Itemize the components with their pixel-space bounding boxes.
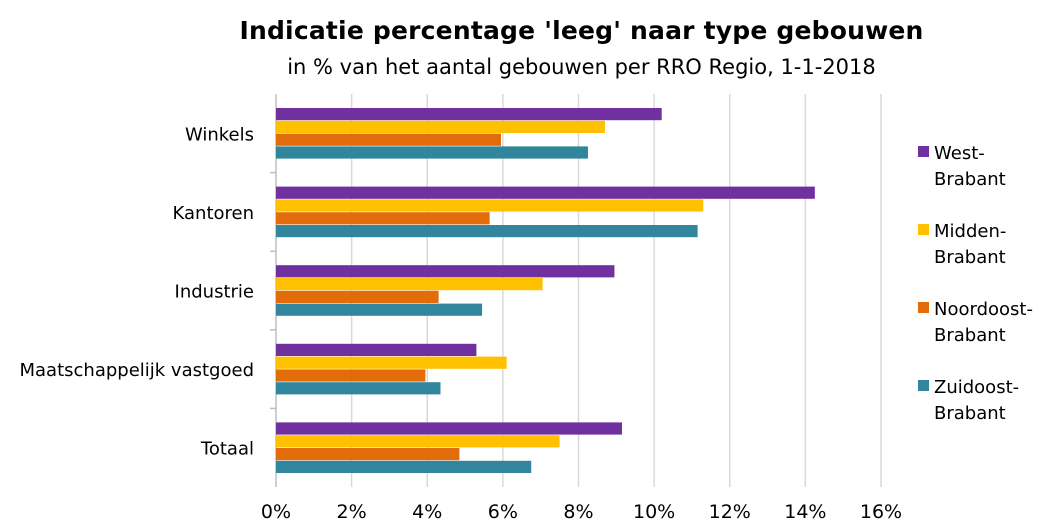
category-label: Kantoren	[173, 203, 254, 224]
bar	[276, 356, 507, 369]
bar	[276, 422, 622, 435]
bar	[276, 199, 704, 212]
bar	[276, 146, 588, 159]
category-label: Industrie	[175, 282, 254, 303]
legend-swatch	[918, 302, 929, 313]
legend-label: West-	[934, 143, 985, 164]
x-tick-label: 8%	[563, 501, 593, 523]
category-label: Winkels	[185, 124, 254, 145]
bar	[276, 435, 560, 448]
bar	[276, 186, 815, 199]
chart-subtitle: in % van het aantal gebouwen per RRO Reg…	[287, 55, 876, 79]
bar	[276, 278, 543, 291]
bar	[276, 120, 605, 133]
bar	[276, 369, 426, 382]
bar	[276, 303, 483, 316]
bar	[276, 212, 490, 225]
x-tick-label: 16%	[860, 501, 902, 523]
legend-label: Noordoost-	[934, 299, 1033, 320]
bar	[276, 133, 501, 146]
bar	[276, 382, 441, 395]
legend-label: Midden-	[934, 221, 1006, 242]
x-tick-label: 4%	[412, 501, 442, 523]
x-tick-label: 0%	[261, 501, 291, 523]
legend-label: Brabant	[934, 403, 1006, 424]
x-tick-label: 12%	[709, 501, 751, 523]
legend-label: Brabant	[934, 247, 1006, 268]
bar	[276, 343, 477, 356]
chart-title: Indicatie percentage 'leeg' naar type ge…	[239, 16, 924, 45]
legend-swatch	[918, 380, 929, 391]
x-tick-label: 10%	[633, 501, 675, 523]
bar	[276, 290, 439, 303]
bar	[276, 225, 698, 238]
legend-swatch	[918, 146, 929, 157]
legend-label: Brabant	[934, 325, 1006, 346]
category-label: Maatschappelijk vastgoed	[20, 360, 255, 381]
bar	[276, 108, 662, 121]
bar	[276, 265, 615, 278]
x-tick-label: 14%	[784, 501, 826, 523]
legend-swatch	[918, 224, 929, 235]
legend-label: Brabant	[934, 169, 1006, 190]
legend-label: Zuidoost-	[934, 377, 1019, 398]
x-tick-label: 6%	[488, 501, 518, 523]
category-label: Totaal	[200, 439, 254, 460]
x-tick-label: 2%	[337, 501, 367, 523]
bar	[276, 448, 460, 461]
bar	[276, 460, 532, 473]
